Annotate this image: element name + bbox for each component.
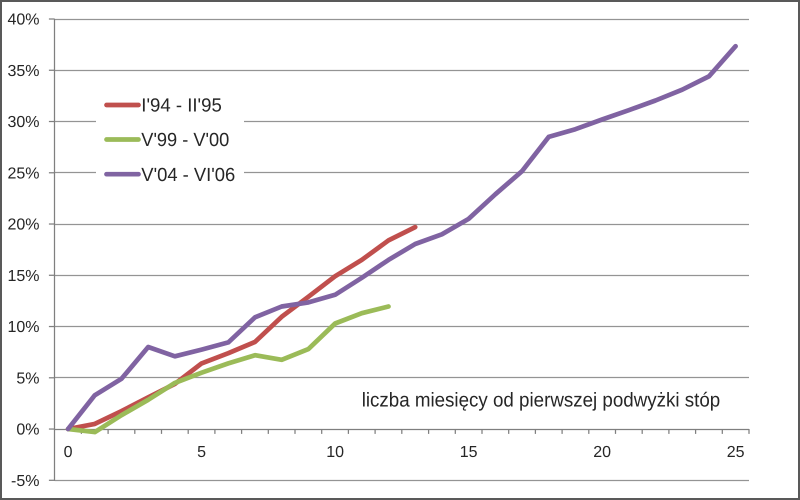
svg-text:10: 10 [326, 444, 344, 461]
svg-text:V'04 - VI'06: V'04 - VI'06 [141, 165, 235, 186]
svg-text:0%: 0% [16, 422, 39, 439]
svg-text:liczba miesięcy od pierwszej p: liczba miesięcy od pierwszej podwyżki st… [362, 389, 721, 411]
svg-text:20: 20 [593, 444, 611, 461]
svg-text:25: 25 [727, 444, 745, 461]
svg-text:20%: 20% [7, 217, 39, 234]
svg-text:I'94 - II'95: I'94 - II'95 [141, 96, 222, 117]
svg-text:35%: 35% [7, 63, 39, 80]
svg-text:0: 0 [64, 444, 73, 461]
svg-text:10%: 10% [7, 319, 39, 336]
svg-text:15%: 15% [7, 268, 39, 285]
svg-text:5%: 5% [16, 370, 39, 387]
svg-text:-5%: -5% [11, 473, 39, 490]
svg-text:5: 5 [197, 444, 206, 461]
svg-text:40%: 40% [7, 12, 39, 29]
svg-text:30%: 30% [7, 114, 39, 131]
svg-text:V'99 - V'00: V'99 - V'00 [141, 130, 229, 151]
svg-text:25%: 25% [7, 165, 39, 182]
svg-text:15: 15 [460, 444, 478, 461]
